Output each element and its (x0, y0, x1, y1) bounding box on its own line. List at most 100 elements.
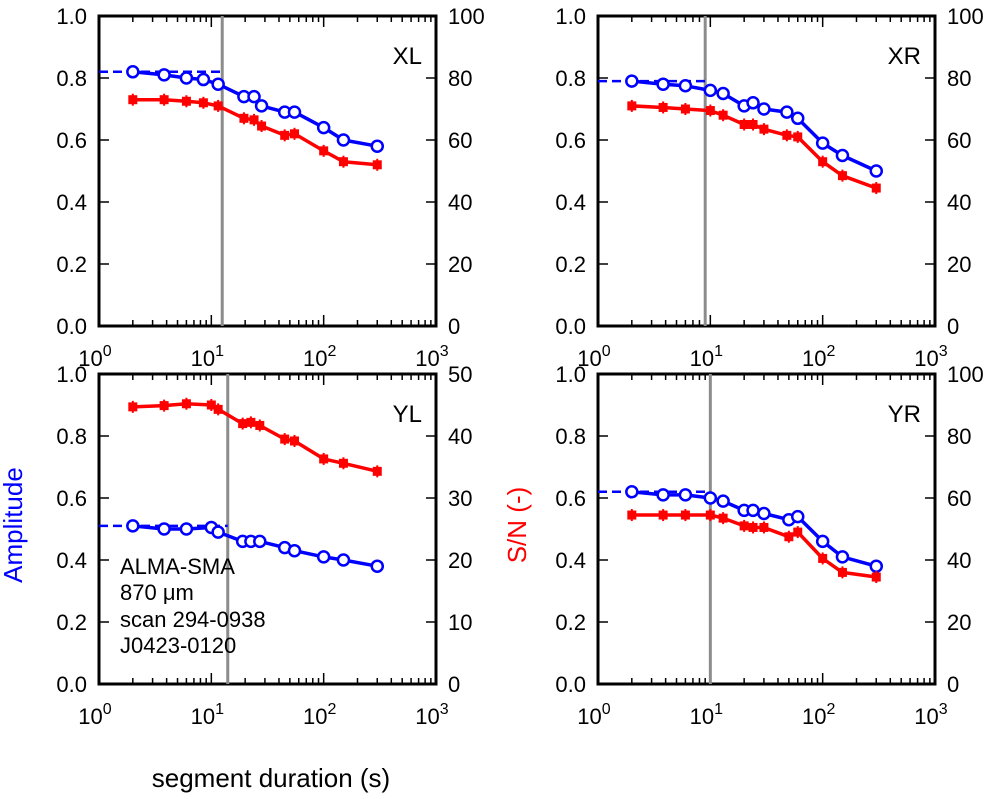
snr-point (246, 417, 256, 427)
y-tick-label-right: 40 (448, 190, 472, 215)
snr-point (280, 130, 290, 140)
amplitude-point (716, 494, 730, 508)
y-tick-label-left: 0.6 (555, 486, 586, 511)
snr-point (793, 132, 803, 142)
snr-point (627, 101, 637, 111)
amplitude-point (370, 139, 385, 153)
y-tick-label-right: 100 (947, 362, 984, 387)
snr-point (748, 522, 758, 532)
amplitude-point (656, 77, 670, 91)
snr-point (128, 95, 138, 105)
snr-point (319, 146, 329, 156)
amplitude-point (757, 102, 771, 116)
y-tick-label-left: 1.0 (555, 362, 586, 387)
snr-point (658, 102, 668, 112)
amplitude-point (247, 89, 261, 104)
amplitude-point (678, 79, 693, 93)
plot-frame (97, 372, 438, 686)
snr-point (705, 106, 715, 116)
amplitude-point (211, 525, 225, 539)
amplitude-point (316, 550, 331, 564)
snr-point (372, 160, 382, 170)
x-tick-label: 102 (802, 343, 835, 371)
amplitude-point (815, 534, 830, 549)
y-axis-title-right: S/N (-) (502, 487, 532, 564)
panel-label: YR (888, 401, 921, 428)
snr-point (213, 101, 223, 111)
y-tick-label-right: 100 (947, 4, 984, 29)
amplitude-point (625, 485, 639, 499)
x-tick-label: 100 (78, 343, 111, 371)
snr-point (159, 401, 169, 411)
plot-frame (97, 14, 438, 328)
snr-point (372, 466, 382, 476)
panel-yl: 100 101 102 103 0.0 0.2 0.4 0.6 0.8 1.0 0 10 20 30 40 5… (56, 362, 472, 729)
amplitude-point (316, 120, 331, 135)
amplitude-point (157, 68, 171, 82)
amplitude-point (370, 559, 385, 573)
snr-point (793, 527, 803, 537)
y-tick-label-left: 0.4 (555, 190, 586, 215)
amplitude-point (746, 503, 760, 518)
amplitude-point (716, 86, 730, 101)
x-tick-label: 103 (415, 343, 448, 371)
snr-point (837, 171, 847, 181)
amplitude-point (869, 164, 884, 178)
amplitude-point (757, 506, 771, 521)
y-tick-label-right: 60 (947, 486, 971, 511)
y-tick-label-left: 0.2 (56, 252, 87, 277)
x-tick-label: 102 (303, 343, 336, 371)
y-tick-label-right: 60 (947, 128, 971, 153)
snr-point (739, 521, 749, 531)
y-tick-label-right: 0 (448, 314, 460, 339)
y-tick-label-left: 0.8 (555, 66, 586, 91)
y-tick-label-left: 0.0 (555, 672, 586, 697)
y-tick-label-left: 0.8 (555, 424, 586, 449)
snr-point (680, 104, 690, 114)
y-tick-label-left: 0.4 (555, 548, 586, 573)
annotation-block: ALMA-SMA 870 μm scan 294-0938 J0423-0120 (120, 554, 266, 658)
y-tick-label-left: 0.2 (555, 252, 586, 277)
snr-point (705, 510, 715, 520)
amplitude-point (179, 522, 194, 536)
amplitude-point (835, 550, 850, 564)
y-tick-label-left: 0.6 (56, 128, 87, 153)
amplitude-point (703, 83, 718, 98)
y-tick-label-left: 0.6 (555, 128, 586, 153)
y-tick-label-left: 0.8 (56, 424, 87, 449)
snr-point (159, 95, 169, 105)
snr-point (718, 110, 728, 120)
x-tick-label: 102 (303, 701, 336, 729)
amplitude-point (157, 522, 171, 536)
y-tick-label-right: 40 (448, 424, 472, 449)
snr-point (680, 510, 690, 520)
snr-point (319, 454, 329, 464)
snr-point (128, 402, 138, 412)
amplitude-point (625, 74, 639, 88)
y-tick-label-right: 20 (448, 252, 472, 277)
snr-point (213, 404, 223, 414)
y-tick-label-right: 20 (947, 252, 971, 277)
y-tick-label-right: 40 (947, 190, 971, 215)
snr-point (290, 129, 300, 139)
y-tick-label-right: 0 (448, 672, 460, 697)
amplitude-point (126, 519, 140, 533)
y-tick-label-left: 0.2 (555, 610, 586, 635)
plot-frame (596, 14, 937, 328)
y-tick-label-right: 10 (448, 610, 472, 635)
panel-label: XL (393, 43, 422, 70)
y-tick-label-right: 50 (448, 362, 472, 387)
x-tick-label: 102 (802, 701, 835, 729)
amplitude-point (196, 72, 211, 87)
y-tick-label-right: 60 (448, 128, 472, 153)
snr-point (181, 96, 191, 106)
y-tick-label-right: 80 (947, 424, 971, 449)
snr-point (818, 157, 828, 167)
y-axis-title-left: Amplitude (0, 467, 28, 583)
x-axis-title: segment duration (s) (152, 763, 390, 793)
snr-point (759, 522, 769, 532)
x-tick-label: 100 (78, 701, 111, 729)
y-tick-label-left: 0.0 (56, 672, 87, 697)
x-tick-label: 103 (415, 701, 448, 729)
